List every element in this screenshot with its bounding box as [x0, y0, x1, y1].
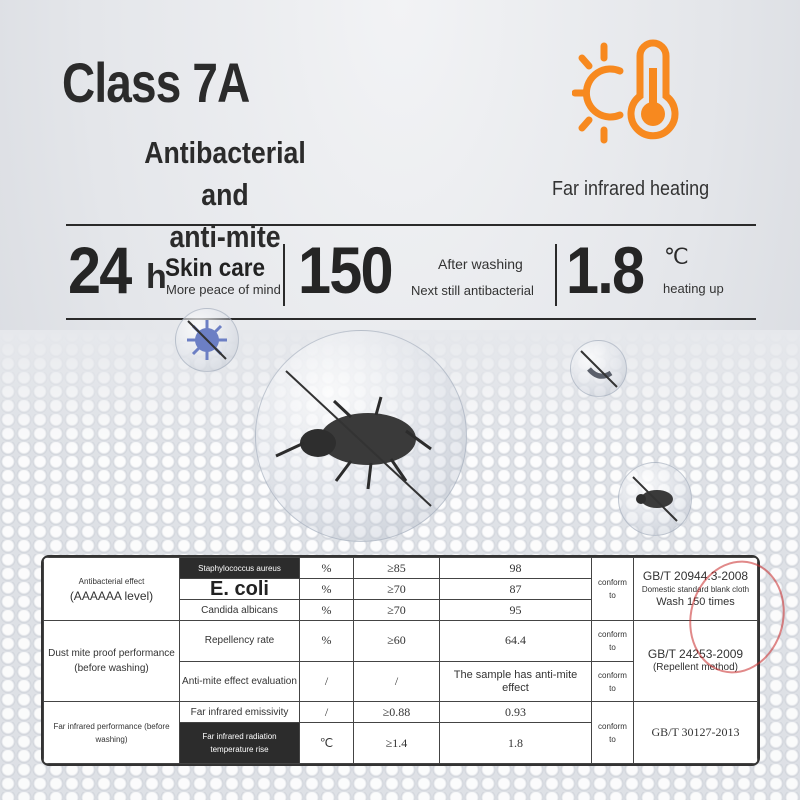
stat-separator-2 [555, 244, 557, 306]
stats-top-rule [66, 224, 756, 226]
item-cell: Candida albicans [179, 599, 300, 622]
requirement-cell: / [353, 660, 440, 703]
conform-cell: conform to [591, 701, 634, 764]
conform-cell: conform to [591, 660, 634, 703]
requirement-cell: ≥70 [353, 599, 440, 622]
item-cell: E. coli [179, 578, 300, 601]
item-cell: Repellency rate [179, 620, 300, 662]
item-cell: Far infrared radiation temperature rise [179, 722, 300, 764]
unit-cell: / [299, 701, 354, 724]
stat-150-value: 150 [298, 233, 394, 307]
unit-cell: % [299, 557, 354, 580]
mite-bubble-small [570, 340, 627, 397]
mite-bubble-large [255, 330, 467, 542]
stat-24-suffix: h [146, 258, 167, 296]
group-mite-label: Dust mite proof performance [48, 648, 175, 660]
virus-bubble [175, 308, 239, 372]
table-row: Antibacterial effect (AAAAAA level) Stap… [43, 557, 758, 622]
unit-cell: % [299, 578, 354, 601]
stat-150-title: After washing [438, 256, 523, 272]
beetle-bubble [618, 462, 692, 536]
standard-2-code: GB/T 24253-2009 [647, 647, 744, 662]
table-row: E. coli % ≥70 87 [44, 578, 758, 601]
group-antibacterial-label: Antibacterial effect [78, 577, 145, 587]
table-row: Far infrared radiation temperature rise … [44, 722, 758, 764]
requirement-cell: ≥60 [353, 620, 440, 662]
stat-24-caption: More peace of mind [166, 282, 281, 297]
standard-1-code: GB/T 20944.3-2008 [642, 568, 749, 583]
unit-cell: % [299, 620, 354, 662]
result-cell: 1.8 [439, 722, 592, 764]
mite-icon [275, 370, 432, 507]
group-infrared: Far infrared performance (before washing… [43, 701, 180, 764]
standard-1-wash: Wash 150 times [656, 595, 735, 608]
beetle-icon [632, 476, 678, 522]
unit-cell: % [299, 599, 354, 622]
requirement-cell: ≥1.4 [353, 722, 440, 764]
group-mite-sub: (before washing) [74, 663, 149, 675]
stat-heat-unit: ℃ [664, 244, 689, 269]
requirement-cell: ≥85 [353, 557, 440, 580]
standard-cell-1: GB/T 20944.3-2008 Domestic standard blan… [633, 557, 758, 622]
table-row: Dust mite proof performance (before wash… [43, 620, 758, 703]
heat-label: Far infrared heating [552, 178, 710, 200]
item-cell: Anti-mite effect evaluation [179, 660, 300, 703]
item-cell: Far infrared emissivity [179, 701, 300, 724]
subtitle-line-1: Antibacterial and [144, 135, 306, 212]
unit-cell: / [299, 660, 354, 703]
table-row: Anti-mite effect evaluation / / The samp… [44, 660, 758, 703]
page-title: Class 7A [62, 51, 250, 114]
result-cell: 87 [439, 578, 592, 601]
group-antibacterial: Antibacterial effect (AAAAAA level) [43, 557, 180, 622]
stat-24-value: 24 [68, 233, 132, 307]
conform-cell: conform to [591, 557, 634, 622]
standard-cell-2: GB/T 24253-2009 (Repellent method) [633, 620, 758, 703]
standard-1-note: Domestic standard blank cloth [641, 584, 750, 594]
standard-2-note: (Repellent method) [652, 662, 739, 674]
result-cell: 0.93 [439, 701, 592, 724]
small-mite-icon [580, 350, 618, 388]
stat-separator-1 [283, 244, 285, 306]
stat-150-caption: Next still antibacterial [411, 283, 534, 298]
stat-heat-caption: heating up [663, 281, 724, 296]
result-cell: The sample has anti-mite effect [439, 660, 592, 703]
table-row: Candida albicans % ≥70 95 [44, 599, 758, 622]
requirement-cell: ≥0.88 [353, 701, 440, 724]
virus-icon [187, 320, 227, 360]
table-row: Far infrared performance (before washing… [43, 701, 758, 764]
group-antibacterial-level: (AAAAAA level) [69, 589, 154, 604]
stats-bottom-rule [66, 318, 756, 320]
sun-thermometer-icon [572, 39, 679, 144]
result-cell: 98 [439, 557, 592, 580]
requirement-cell: ≥70 [353, 578, 440, 601]
item-cell: Staphylococcus aureus [179, 557, 300, 580]
stat-heat-value: 1.8 [566, 233, 645, 307]
group-mite: Dust mite proof performance (before wash… [43, 620, 180, 703]
result-cell: 64.4 [439, 620, 592, 662]
unit-cell: ℃ [299, 722, 354, 764]
stat-24-title: Skin care [165, 254, 266, 282]
conform-cell: conform to [591, 620, 634, 662]
test-results-table: Antibacterial effect (AAAAAA level) Stap… [41, 555, 760, 766]
result-cell: 95 [439, 599, 592, 622]
standard-cell-3: GB/T 30127-2013 [633, 701, 758, 764]
